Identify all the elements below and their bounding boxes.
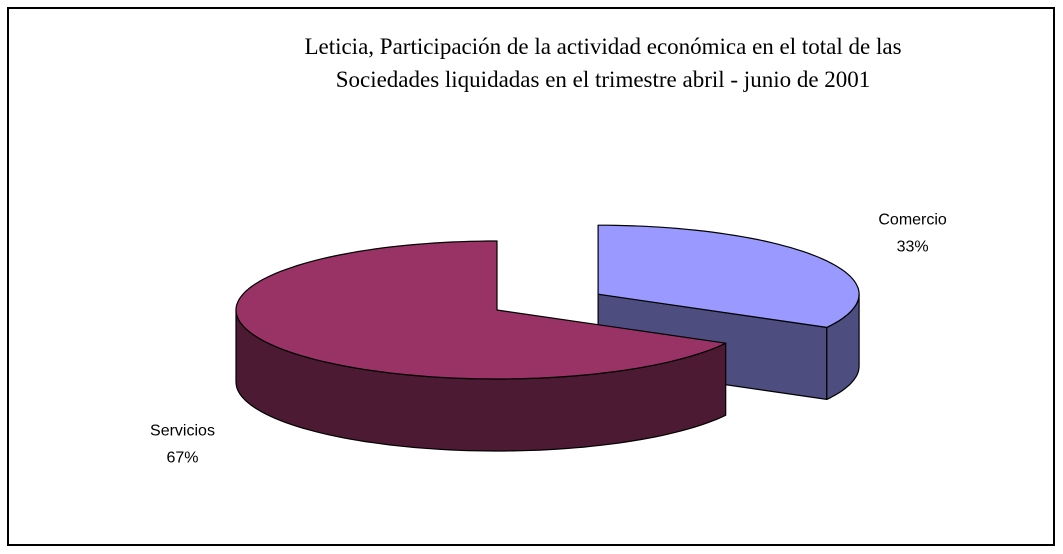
chart-title: Leticia, Participación de la actividad e… [304,34,901,59]
slice-label: Servicios [150,422,215,439]
pie-slice [235,240,727,452]
slice-value-label: 33% [897,239,929,256]
slice-value-label: 67% [166,449,198,466]
chart-frame [7,7,1055,546]
slice-label: Comercio [878,212,947,229]
chart-title: Sociedades liquidadas en el trimestre ab… [336,67,871,92]
slice-top [235,240,727,380]
slice-top [597,224,860,328]
